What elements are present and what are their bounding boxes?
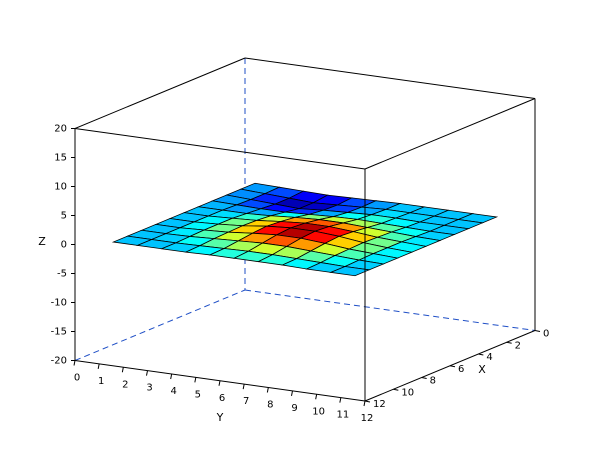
x-tick-label: 10 bbox=[401, 387, 414, 398]
box-edge bbox=[244, 57, 536, 99]
y-tick bbox=[121, 367, 124, 373]
box-edge bbox=[74, 57, 246, 129]
x-tick bbox=[364, 400, 371, 403]
y-tick bbox=[194, 377, 197, 383]
box-edge bbox=[74, 289, 246, 361]
box-edge bbox=[74, 128, 366, 170]
z-tick-label: -20 bbox=[51, 356, 67, 367]
x-tick bbox=[421, 377, 427, 379]
y-tick bbox=[170, 373, 173, 380]
y-tick bbox=[291, 390, 293, 396]
z-tick-label: 5 bbox=[61, 211, 67, 222]
y-tick-label: 5 bbox=[195, 389, 201, 400]
box-edge bbox=[364, 98, 536, 170]
x-tick-label: 2 bbox=[515, 340, 521, 351]
x-tick bbox=[393, 388, 399, 391]
x-tick bbox=[478, 353, 484, 356]
x-tick-label: 8 bbox=[430, 376, 436, 387]
z-tick-label: 0 bbox=[61, 240, 67, 251]
x-tick-label: 0 bbox=[543, 329, 549, 340]
x-tick bbox=[449, 365, 456, 368]
z-tick-label: -10 bbox=[51, 298, 67, 309]
x-tick bbox=[506, 341, 512, 344]
y-tick-label: 12 bbox=[361, 413, 374, 424]
x-tick-label: 4 bbox=[486, 352, 492, 363]
z-tick-label: 20 bbox=[54, 124, 67, 135]
y-tick bbox=[266, 387, 269, 393]
z-tick-label: -5 bbox=[57, 269, 67, 280]
y-tick-label: 7 bbox=[243, 396, 249, 407]
y-tick-label: 8 bbox=[267, 400, 273, 411]
y-tick-label: 6 bbox=[219, 393, 225, 404]
y-tick-label: 9 bbox=[291, 403, 297, 414]
x-tick bbox=[534, 330, 541, 332]
y-tick bbox=[339, 397, 342, 403]
x-tick-label: 12 bbox=[373, 399, 386, 410]
z-tick-label: -15 bbox=[51, 327, 67, 338]
y-tick bbox=[363, 400, 366, 407]
y-tick bbox=[218, 380, 221, 386]
z-tick-label: 15 bbox=[54, 153, 67, 164]
z-tick-label: 10 bbox=[54, 182, 67, 193]
y-tick-label: 11 bbox=[336, 410, 349, 421]
y-tick bbox=[73, 360, 76, 366]
y-tick-label: 1 bbox=[98, 376, 104, 387]
surface-facet bbox=[329, 266, 371, 277]
box-edge bbox=[244, 289, 536, 331]
y-tick-label: 4 bbox=[170, 386, 176, 397]
y-tick bbox=[146, 370, 148, 376]
z-axis-label: Z bbox=[38, 235, 46, 248]
y-tick bbox=[242, 384, 245, 390]
x-tick-label: 6 bbox=[458, 364, 464, 375]
y-tick bbox=[315, 394, 318, 400]
y-tick-label: 2 bbox=[122, 379, 128, 390]
y-tick bbox=[97, 363, 100, 369]
surface bbox=[111, 182, 499, 277]
y-tick-label: 0 bbox=[74, 373, 80, 384]
y-tick-label: 3 bbox=[146, 383, 152, 394]
y-axis-label: Y bbox=[216, 411, 224, 424]
box-front: 0 1 2 3 4 5 6 7 8 9 10 11 12024681012-20-15-10-50510… bbox=[51, 57, 549, 424]
y-tick-label: 10 bbox=[312, 406, 325, 417]
x-axis-label: X bbox=[478, 363, 486, 376]
